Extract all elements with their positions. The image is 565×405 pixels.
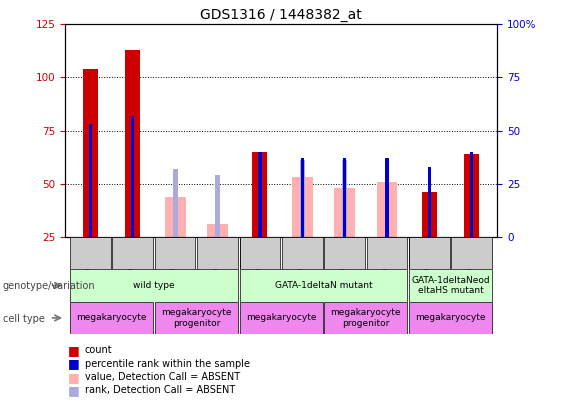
- Bar: [301, 158, 304, 237]
- Bar: [428, 167, 431, 237]
- Text: count: count: [85, 345, 112, 355]
- Bar: [342, 160, 347, 237]
- Title: GDS1316 / 1448382_at: GDS1316 / 1448382_at: [200, 8, 362, 22]
- Bar: [422, 192, 437, 237]
- Text: megakaryocyte: megakaryocyte: [76, 313, 147, 322]
- Bar: [343, 158, 346, 237]
- Text: percentile rank within the sample: percentile rank within the sample: [85, 359, 250, 369]
- Bar: [464, 154, 479, 237]
- Bar: [155, 237, 195, 269]
- Bar: [409, 237, 450, 269]
- Bar: [451, 237, 492, 269]
- Bar: [258, 152, 262, 237]
- Bar: [125, 50, 140, 237]
- Bar: [253, 152, 267, 237]
- Text: genotype/variation: genotype/variation: [3, 281, 95, 291]
- Bar: [409, 302, 492, 334]
- Text: megakaryocyte: megakaryocyte: [246, 313, 316, 322]
- Bar: [240, 269, 407, 302]
- Bar: [173, 169, 177, 237]
- Bar: [385, 160, 389, 237]
- Bar: [300, 160, 305, 237]
- Bar: [324, 237, 365, 269]
- Bar: [70, 237, 111, 269]
- Text: megakaryocyte
progenitor: megakaryocyte progenitor: [331, 308, 401, 328]
- Text: megakaryocyte
progenitor: megakaryocyte progenitor: [161, 308, 232, 328]
- Bar: [70, 302, 153, 334]
- Bar: [131, 116, 134, 237]
- Bar: [334, 188, 355, 237]
- Text: GATA-1deltaNeod
eltaHS mutant: GATA-1deltaNeod eltaHS mutant: [411, 276, 490, 295]
- Text: cell type: cell type: [3, 314, 45, 324]
- Bar: [165, 196, 185, 237]
- Bar: [207, 224, 228, 237]
- Bar: [385, 158, 389, 237]
- Bar: [155, 302, 238, 334]
- Bar: [112, 237, 153, 269]
- Bar: [89, 124, 92, 237]
- Text: ■: ■: [68, 344, 79, 357]
- Bar: [215, 175, 220, 237]
- Text: wild type: wild type: [133, 281, 175, 290]
- Bar: [70, 269, 238, 302]
- Text: ■: ■: [68, 371, 79, 384]
- Bar: [409, 269, 492, 302]
- Bar: [324, 302, 407, 334]
- Text: ■: ■: [68, 384, 79, 397]
- Text: value, Detection Call = ABSENT: value, Detection Call = ABSENT: [85, 372, 240, 382]
- Bar: [83, 69, 98, 237]
- Text: GATA-1deltaN mutant: GATA-1deltaN mutant: [275, 281, 372, 290]
- Bar: [292, 177, 312, 237]
- Bar: [470, 152, 473, 237]
- Text: ■: ■: [68, 357, 79, 370]
- Bar: [240, 237, 280, 269]
- Bar: [367, 237, 407, 269]
- Text: megakaryocyte: megakaryocyte: [415, 313, 486, 322]
- Bar: [282, 237, 323, 269]
- Text: rank, Detection Call = ABSENT: rank, Detection Call = ABSENT: [85, 386, 235, 395]
- Bar: [197, 237, 238, 269]
- Bar: [377, 181, 397, 237]
- Bar: [240, 302, 323, 334]
